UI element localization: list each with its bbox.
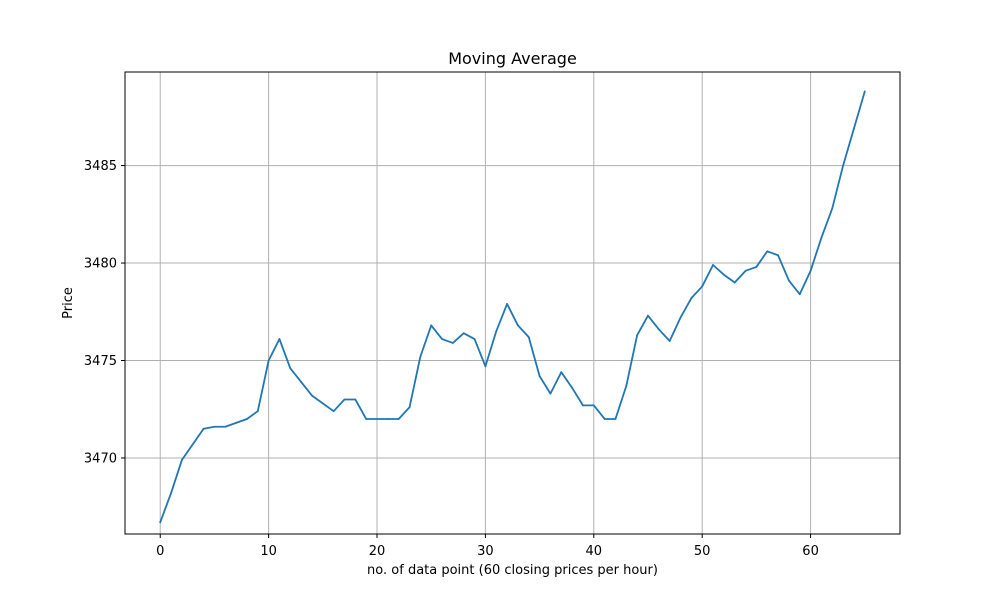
data-point <box>571 386 574 389</box>
x-tick-label: 40 <box>586 544 603 559</box>
data-point <box>636 334 639 337</box>
data-point <box>842 164 844 167</box>
data-point <box>744 269 747 272</box>
y-axis-label: Price <box>61 287 76 319</box>
data-point <box>224 425 227 428</box>
data-point <box>712 264 714 266</box>
data-point <box>798 293 801 296</box>
series-layer <box>159 90 866 524</box>
data-point <box>668 340 671 342</box>
data-point <box>343 398 346 401</box>
data-point <box>267 359 270 362</box>
x-axis-label: no. of data point (60 closing prices per… <box>367 563 658 578</box>
data-point <box>354 398 357 401</box>
data-point <box>809 269 812 272</box>
data-point <box>592 404 595 407</box>
data-point <box>603 418 606 420</box>
y-tick-label: 3485 <box>84 159 117 174</box>
plot-frame <box>124 71 901 535</box>
x-tick-label: 10 <box>260 544 277 559</box>
data-point <box>820 236 823 239</box>
data-point <box>365 418 368 420</box>
y-tick-label: 3470 <box>84 451 117 466</box>
data-point <box>647 314 649 317</box>
data-point <box>484 365 487 368</box>
y-tick-label: 3480 <box>84 257 117 272</box>
data-point <box>549 392 552 395</box>
data-point <box>831 207 834 210</box>
data-point <box>690 297 693 300</box>
data-point <box>495 330 498 333</box>
data-point <box>506 303 508 305</box>
data-point <box>159 521 162 524</box>
data-point <box>321 402 324 405</box>
series-line <box>159 90 866 524</box>
data-point <box>386 418 389 420</box>
data-point <box>766 250 769 253</box>
data-point <box>473 338 476 340</box>
data-point <box>657 328 660 331</box>
x-tick-label: 20 <box>369 544 386 559</box>
x-tick-label: 50 <box>694 544 711 559</box>
x-tick-label: 0 <box>156 544 164 559</box>
data-point <box>451 342 454 344</box>
data-point <box>256 410 259 413</box>
data-point <box>853 127 855 130</box>
data-point <box>430 324 433 327</box>
data-point <box>311 394 313 397</box>
data-point <box>462 332 465 335</box>
data-point <box>625 384 628 387</box>
data-point <box>408 406 411 409</box>
data-point <box>300 381 303 383</box>
axis-ticks: 0 10 20 30 40 50 60 3470 3475 3480 3485 <box>84 159 819 559</box>
data-point <box>202 427 205 430</box>
data-point <box>527 336 530 339</box>
x-tick-label: 60 <box>802 544 819 559</box>
data-point <box>191 443 194 446</box>
data-point <box>332 410 335 413</box>
data-point <box>560 371 563 374</box>
data-point <box>788 279 790 282</box>
data-point <box>733 281 736 284</box>
data-point <box>701 285 704 288</box>
data-point <box>755 266 758 268</box>
data-point <box>777 254 779 257</box>
data-point <box>863 90 866 93</box>
data-point <box>246 418 248 420</box>
data-point <box>170 492 172 494</box>
data-point <box>441 338 443 340</box>
data-point <box>722 273 725 276</box>
y-tick-label: 3475 <box>84 354 117 369</box>
data-point <box>213 425 216 428</box>
data-point <box>397 418 400 420</box>
data-point <box>419 355 422 358</box>
x-tick-label: 30 <box>477 544 494 559</box>
data-point <box>614 418 617 420</box>
grid-lines <box>125 72 900 534</box>
chart-title: Moving Average <box>448 49 577 68</box>
data-point <box>517 324 519 327</box>
data-point <box>278 338 281 340</box>
data-point <box>235 421 238 424</box>
data-point <box>181 459 183 461</box>
data-point <box>679 316 682 319</box>
data-point <box>376 418 378 420</box>
data-point <box>582 404 584 407</box>
data-point <box>538 375 541 377</box>
data-point <box>289 367 292 370</box>
